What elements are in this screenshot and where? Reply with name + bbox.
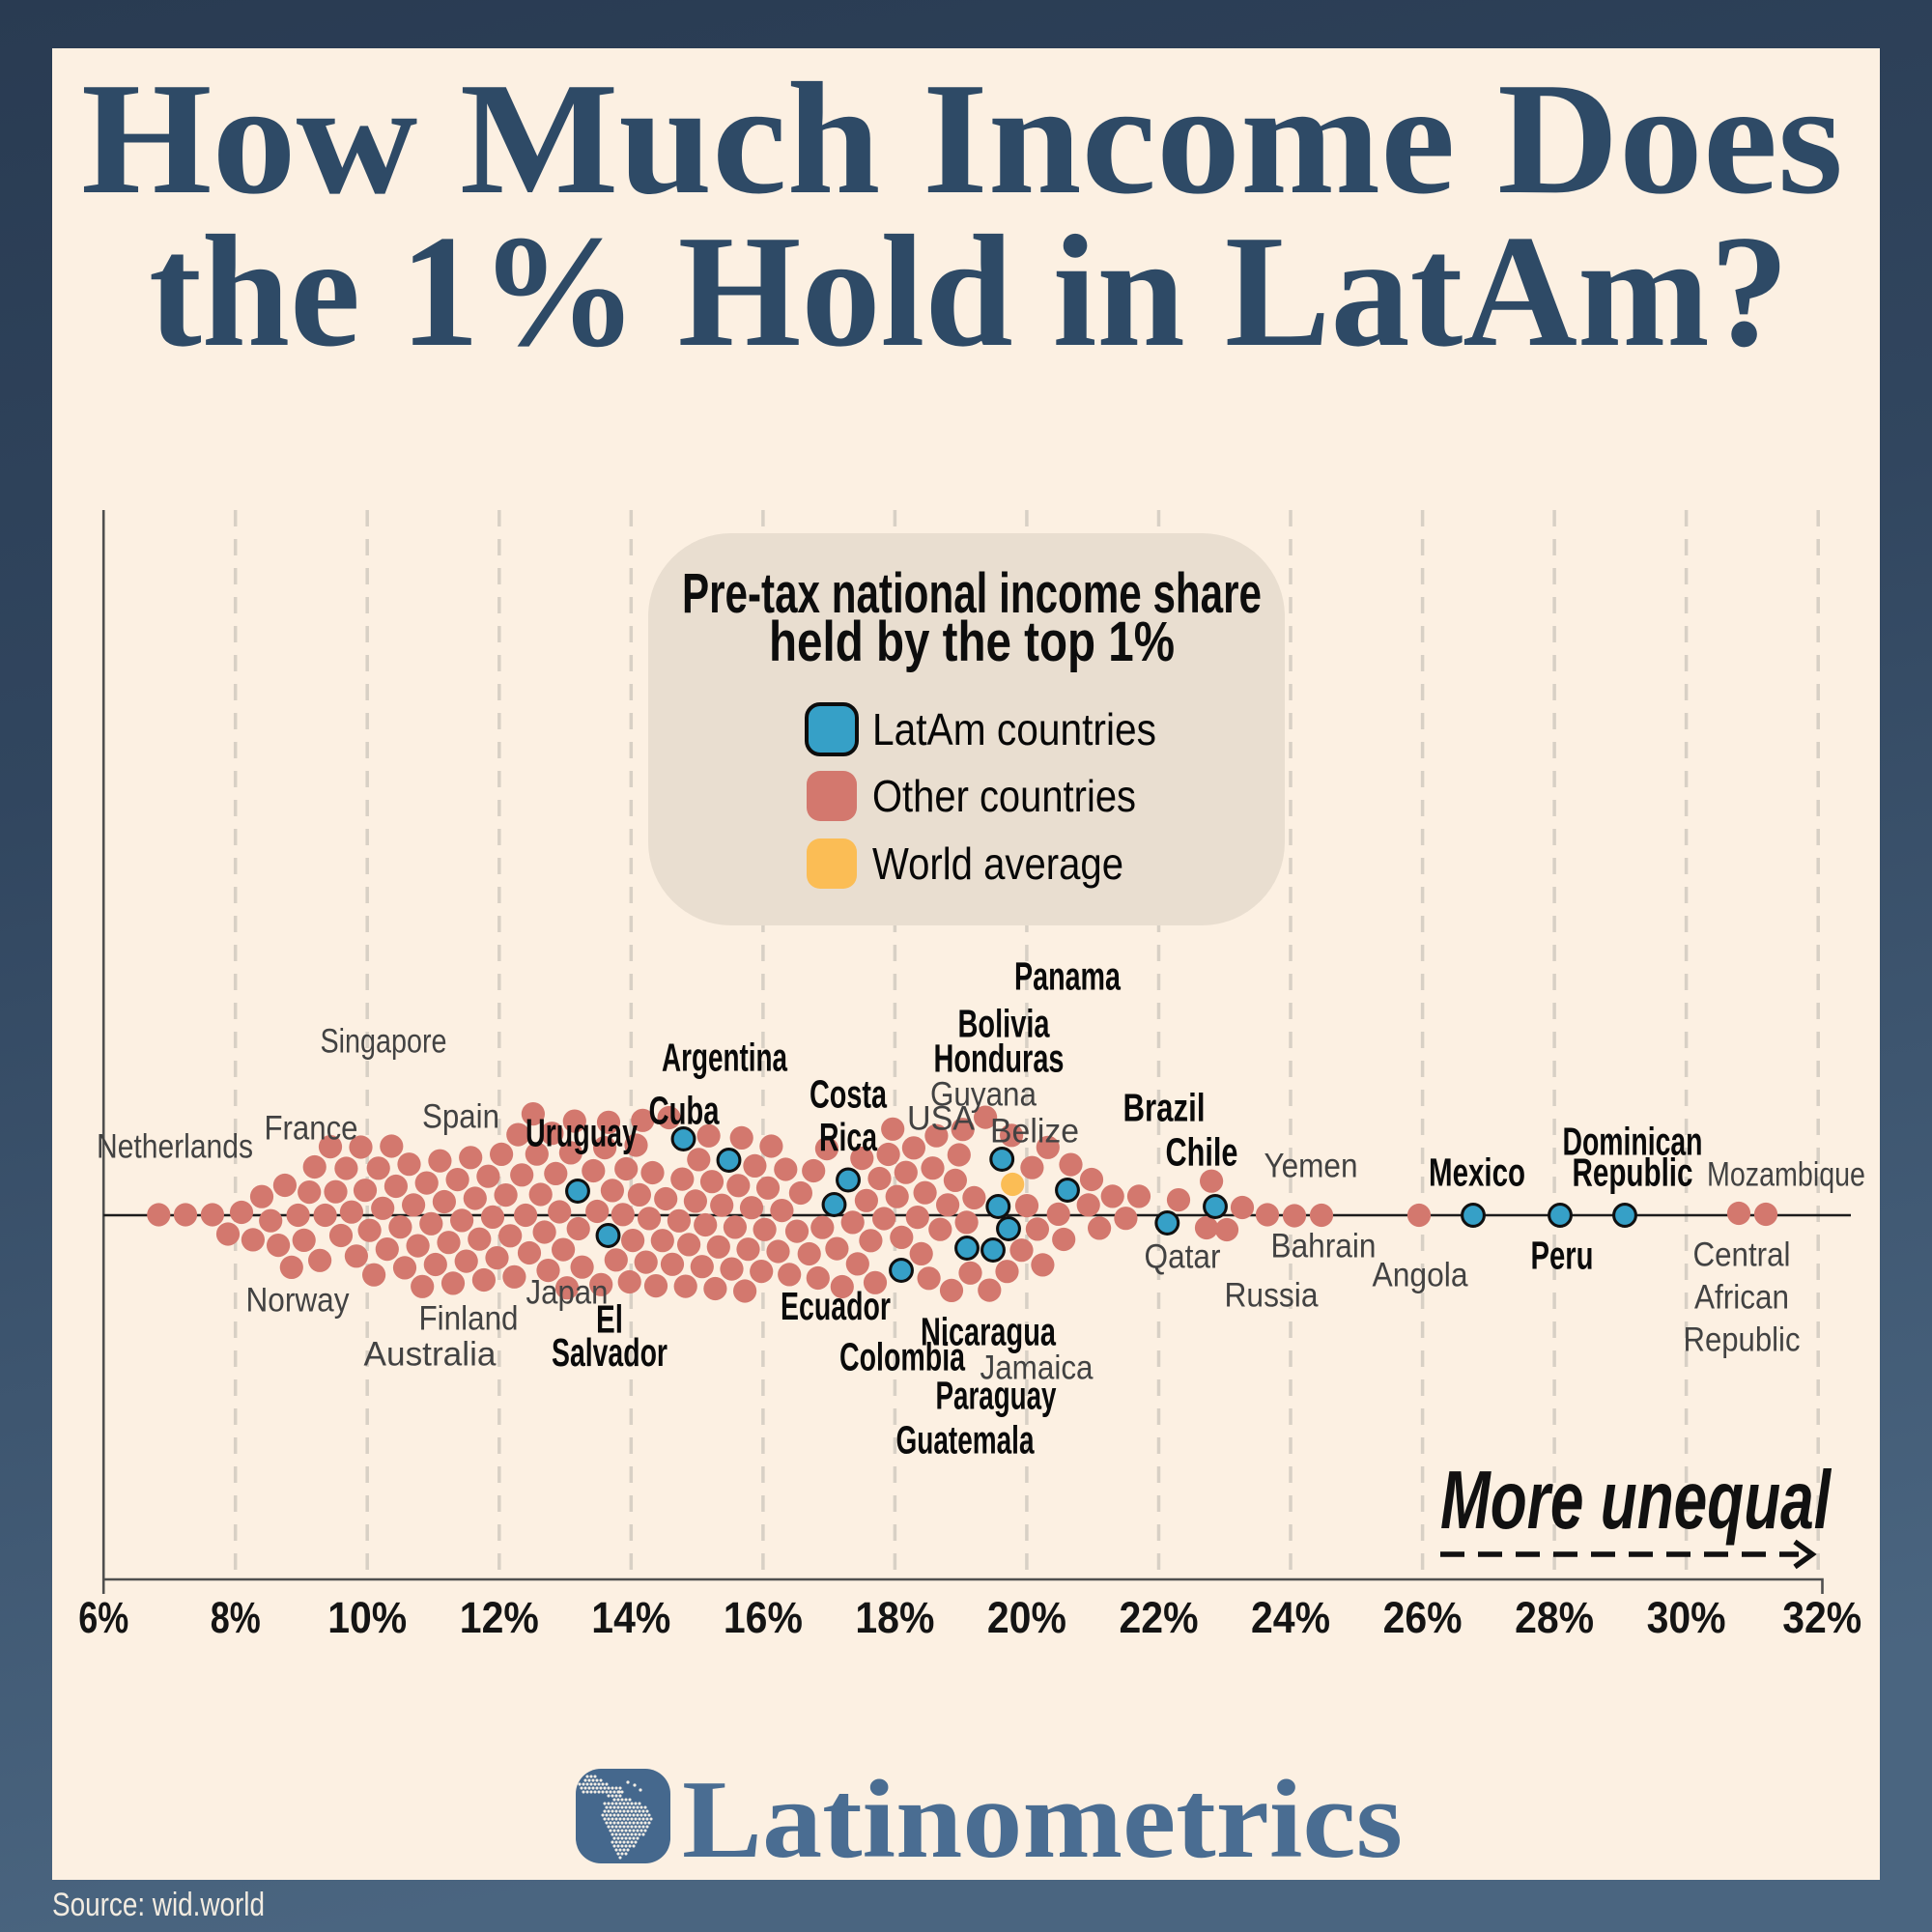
svg-text:18%: 18% bbox=[855, 1593, 934, 1642]
svg-text:Pre-tax national income share: Pre-tax national income share bbox=[682, 562, 1262, 625]
svg-text:Angola: Angola bbox=[1373, 1257, 1468, 1294]
svg-text:Jamaica: Jamaica bbox=[980, 1350, 1094, 1387]
svg-text:30%: 30% bbox=[1647, 1593, 1726, 1642]
svg-text:Bolivia: Bolivia bbox=[958, 1002, 1051, 1046]
svg-text:Costa: Costa bbox=[810, 1072, 888, 1117]
svg-text:USA: USA bbox=[907, 1100, 976, 1138]
svg-text:France: France bbox=[265, 1110, 358, 1148]
svg-text:Guyana: Guyana bbox=[930, 1076, 1037, 1114]
svg-text:Mexico: Mexico bbox=[1429, 1151, 1525, 1195]
svg-text:Norway: Norway bbox=[246, 1282, 350, 1320]
svg-text:Colombia: Colombia bbox=[839, 1335, 966, 1379]
svg-text:20%: 20% bbox=[987, 1593, 1066, 1642]
svg-text:Paraguay: Paraguay bbox=[936, 1374, 1057, 1418]
svg-text:28%: 28% bbox=[1515, 1593, 1594, 1642]
svg-text:Republic: Republic bbox=[1573, 1151, 1693, 1195]
svg-text:Singapore: Singapore bbox=[321, 1023, 447, 1061]
svg-text:10%: 10% bbox=[327, 1593, 407, 1642]
svg-text:Honduras: Honduras bbox=[934, 1037, 1065, 1081]
svg-text:8%: 8% bbox=[211, 1593, 261, 1642]
svg-text:Qatar: Qatar bbox=[1145, 1238, 1221, 1276]
svg-text:Chile: Chile bbox=[1166, 1130, 1238, 1175]
svg-text:Cuba: Cuba bbox=[649, 1089, 721, 1133]
svg-text:Belize: Belize bbox=[990, 1113, 1079, 1151]
svg-text:Russia: Russia bbox=[1225, 1277, 1319, 1315]
svg-text:Rica: Rica bbox=[819, 1115, 878, 1159]
svg-text:16%: 16% bbox=[724, 1593, 803, 1642]
svg-text:Guatemala: Guatemala bbox=[896, 1418, 1036, 1463]
svg-text:Argentina: Argentina bbox=[662, 1036, 788, 1080]
svg-text:Ecuador: Ecuador bbox=[781, 1284, 891, 1328]
svg-text:How Much Income Does: How Much Income Does bbox=[81, 49, 1843, 227]
svg-text:Bahrain: Bahrain bbox=[1271, 1228, 1377, 1265]
svg-text:held by the top 1%: held by the top 1% bbox=[769, 611, 1175, 673]
svg-text:6%: 6% bbox=[78, 1593, 128, 1642]
svg-text:Central: Central bbox=[1693, 1236, 1791, 1274]
svg-text:Latinometrics: Latinometrics bbox=[682, 1758, 1403, 1881]
svg-text:Source: wid.world: Source: wid.world bbox=[52, 1887, 265, 1923]
svg-text:Nicaragua: Nicaragua bbox=[921, 1310, 1057, 1354]
svg-text:26%: 26% bbox=[1383, 1593, 1463, 1642]
svg-text:Panama: Panama bbox=[1014, 954, 1122, 999]
svg-text:LatAm countries: LatAm countries bbox=[872, 704, 1156, 754]
svg-text:Netherlands: Netherlands bbox=[97, 1128, 253, 1166]
svg-text:14%: 14% bbox=[591, 1593, 670, 1642]
svg-text:African: African bbox=[1694, 1279, 1789, 1317]
svg-text:12%: 12% bbox=[460, 1593, 539, 1642]
svg-text:Peru: Peru bbox=[1531, 1234, 1594, 1278]
svg-text:Japan: Japan bbox=[526, 1274, 609, 1312]
svg-text:Spain: Spain bbox=[422, 1098, 499, 1136]
svg-text:Republic: Republic bbox=[1684, 1321, 1801, 1359]
svg-text:22%: 22% bbox=[1120, 1593, 1199, 1642]
svg-text:Dominican: Dominican bbox=[1563, 1120, 1703, 1164]
svg-text:World average: World average bbox=[872, 838, 1123, 889]
svg-text:the 1% Hold in LatAm?: the 1% Hold in LatAm? bbox=[149, 202, 1789, 380]
svg-text:24%: 24% bbox=[1251, 1593, 1330, 1642]
svg-text:More unequal: More unequal bbox=[1440, 1455, 1833, 1547]
svg-text:Brazil: Brazil bbox=[1123, 1086, 1206, 1130]
svg-text:32%: 32% bbox=[1782, 1593, 1861, 1642]
svg-text:Finland: Finland bbox=[419, 1300, 519, 1338]
svg-text:Mozambique: Mozambique bbox=[1707, 1156, 1865, 1194]
svg-text:Other countries: Other countries bbox=[872, 771, 1136, 821]
svg-text:Australia: Australia bbox=[364, 1336, 497, 1374]
svg-text:Yemen: Yemen bbox=[1264, 1148, 1358, 1185]
svg-text:Uruguay: Uruguay bbox=[526, 1111, 638, 1155]
svg-text:Salvador: Salvador bbox=[552, 1330, 668, 1375]
svg-text:El: El bbox=[596, 1297, 623, 1342]
